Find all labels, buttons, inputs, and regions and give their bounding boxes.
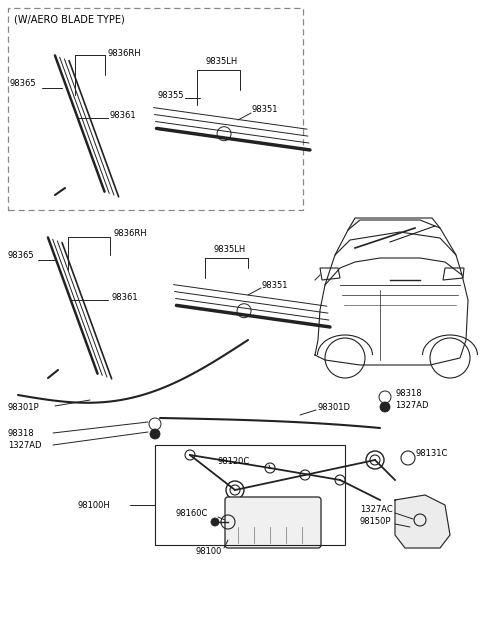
Text: 1327AC: 1327AC	[360, 506, 393, 514]
Text: 98100H: 98100H	[78, 501, 111, 509]
Polygon shape	[348, 218, 360, 230]
Text: (W/AERO BLADE TYPE): (W/AERO BLADE TYPE)	[14, 15, 125, 25]
Text: 98318: 98318	[395, 389, 421, 398]
Bar	[155, 445, 345, 545]
Circle shape	[380, 402, 390, 412]
Text: 9835LH: 9835LH	[213, 245, 245, 255]
FancyBboxPatch shape	[225, 497, 321, 548]
Text: 98301P: 98301P	[8, 403, 40, 413]
Text: 9836RH: 9836RH	[113, 229, 146, 238]
Text: 1327AD: 1327AD	[395, 401, 429, 410]
Text: 98355: 98355	[157, 90, 183, 99]
Text: 98351: 98351	[252, 106, 278, 114]
Text: 9836RH: 9836RH	[108, 49, 142, 58]
Text: 98318: 98318	[8, 428, 35, 437]
Text: 98361: 98361	[112, 293, 139, 303]
Circle shape	[150, 429, 160, 439]
Text: 98150P: 98150P	[360, 518, 392, 526]
Text: 98160C: 98160C	[175, 509, 207, 518]
Text: 9835LH: 9835LH	[205, 58, 237, 66]
Text: 1327AD: 1327AD	[8, 441, 41, 449]
Polygon shape	[395, 495, 450, 548]
Circle shape	[211, 518, 219, 526]
Text: 98131C: 98131C	[415, 449, 447, 458]
Text: 98100: 98100	[195, 547, 221, 557]
Text: 98361: 98361	[110, 111, 137, 121]
Text: 98365: 98365	[10, 80, 36, 88]
Text: 98365: 98365	[8, 252, 35, 260]
Text: 98301D: 98301D	[318, 403, 351, 413]
Text: 98351: 98351	[262, 281, 288, 289]
Bar	[8, 8, 303, 210]
Text: 98120C: 98120C	[218, 458, 250, 466]
